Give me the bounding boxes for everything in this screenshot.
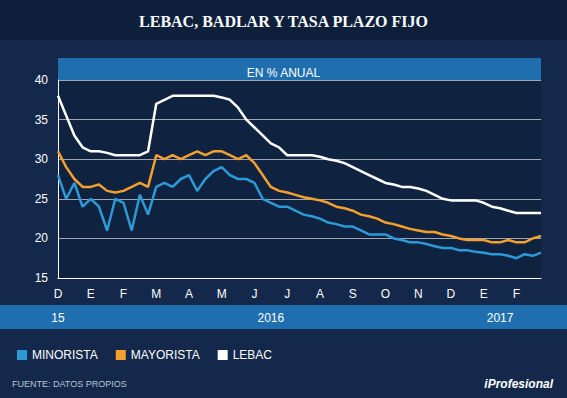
svg-text:30: 30	[35, 152, 49, 166]
svg-text:MAYORISTA: MAYORISTA	[131, 348, 200, 362]
svg-text:F: F	[513, 287, 520, 301]
svg-text:D: D	[54, 287, 63, 301]
svg-text:iProfesional: iProfesional	[484, 377, 553, 391]
svg-text:35: 35	[35, 113, 49, 127]
svg-text:F: F	[120, 287, 127, 301]
svg-text:A: A	[185, 287, 193, 301]
svg-text:D: D	[447, 287, 456, 301]
svg-text:E: E	[87, 287, 95, 301]
svg-text:20: 20	[35, 231, 49, 245]
svg-text:25: 25	[35, 192, 49, 206]
svg-text:J: J	[284, 287, 290, 301]
svg-text:E: E	[480, 287, 488, 301]
svg-text:LEBAC, BADLAR Y TASA PLAZO FIJ: LEBAC, BADLAR Y TASA PLAZO FIJO	[139, 13, 428, 30]
svg-text:40: 40	[35, 73, 49, 87]
svg-text:15: 15	[35, 271, 49, 285]
svg-text:O: O	[381, 287, 390, 301]
svg-text:MINORISTA: MINORISTA	[32, 348, 98, 362]
svg-text:M: M	[217, 287, 227, 301]
svg-text:LEBAC: LEBAC	[233, 348, 273, 362]
svg-text:S: S	[349, 287, 357, 301]
svg-text:A: A	[316, 287, 324, 301]
svg-text:15: 15	[51, 311, 65, 325]
svg-text:EN % ANUAL: EN % ANUAL	[247, 66, 321, 80]
svg-text:2017: 2017	[487, 311, 514, 325]
svg-text:N: N	[414, 287, 423, 301]
svg-text:M: M	[151, 287, 161, 301]
svg-text:2016: 2016	[257, 311, 284, 325]
svg-text:FUENTE: DATOS PROPIOS: FUENTE: DATOS PROPIOS	[12, 379, 127, 389]
svg-text:J: J	[251, 287, 257, 301]
